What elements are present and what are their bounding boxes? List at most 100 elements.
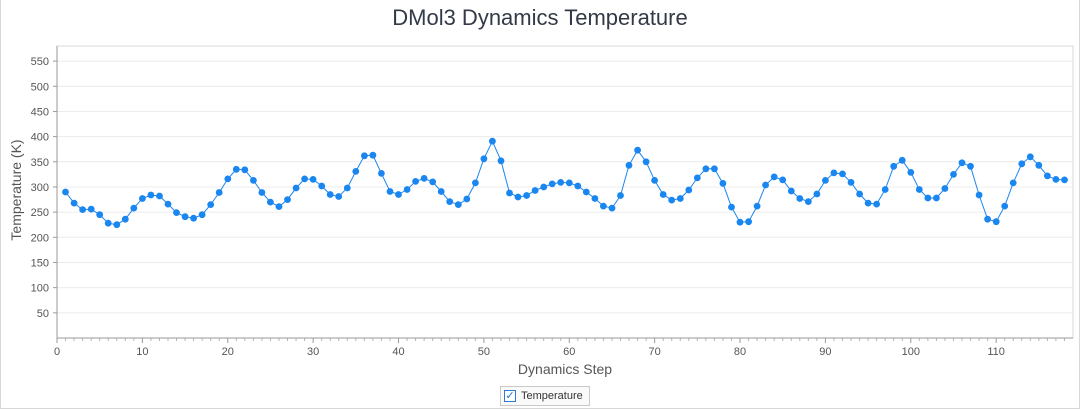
data-point <box>898 156 906 164</box>
y-tick-label: 50 <box>37 308 49 320</box>
data-point <box>147 191 155 199</box>
data-point <box>412 178 419 185</box>
data-point <box>446 198 454 206</box>
data-point <box>540 183 548 191</box>
data-point <box>548 180 556 188</box>
data-point <box>967 162 974 170</box>
data-point <box>574 182 582 190</box>
data-point <box>352 168 360 175</box>
data-point <box>770 173 778 181</box>
data-point <box>378 170 385 177</box>
data-point <box>600 202 607 210</box>
x-tick-label: 80 <box>734 346 746 358</box>
data-point <box>241 166 249 174</box>
data-point <box>839 170 846 178</box>
y-tick-label: 450 <box>31 106 49 118</box>
data-point <box>847 179 855 186</box>
data-point <box>1035 161 1043 169</box>
data-point <box>659 191 667 198</box>
y-tick-label: 300 <box>31 182 49 194</box>
grid-lines <box>57 60 1073 314</box>
data-point <box>386 188 394 195</box>
data-point <box>779 176 787 184</box>
data-point <box>625 161 633 169</box>
x-tick-label: 100 <box>902 346 920 358</box>
data-point <box>958 159 966 167</box>
y-tick-label: 550 <box>31 56 49 68</box>
data-point <box>975 191 983 199</box>
data-point <box>804 198 812 206</box>
data-point <box>856 190 863 198</box>
data-point <box>728 203 735 211</box>
data-point <box>79 206 86 214</box>
y-tick-label: 100 <box>31 283 49 295</box>
data-point <box>96 211 104 219</box>
x-tick-label: 40 <box>392 346 404 358</box>
data-point <box>318 182 326 190</box>
data-point <box>1061 176 1068 184</box>
y-tick-label: 350 <box>31 157 49 169</box>
data-point <box>369 151 377 159</box>
data-point <box>873 200 880 208</box>
y-tick-label: 150 <box>31 257 49 269</box>
y-axis-ticks: 50 100 150 200 250 300 350 400 450 500 550 <box>31 56 57 320</box>
data-point <box>1026 153 1034 161</box>
data-point <box>1044 172 1051 180</box>
data-point <box>326 191 334 198</box>
data-point <box>472 179 479 187</box>
data-point <box>215 189 223 196</box>
data-point <box>130 204 138 212</box>
data-point <box>864 199 872 207</box>
data-point <box>608 204 616 212</box>
data-point <box>361 152 368 160</box>
data-point <box>642 158 650 166</box>
data-point <box>164 200 172 208</box>
data-point <box>565 179 573 187</box>
data-point <box>104 219 112 227</box>
data-point <box>506 189 513 197</box>
data-point <box>335 193 343 200</box>
data-point <box>250 177 257 184</box>
data-point <box>890 162 898 170</box>
data-point <box>87 205 95 213</box>
data-point <box>463 195 471 203</box>
data-point <box>480 155 488 163</box>
x-tick-label: 90 <box>819 346 831 358</box>
data-point <box>224 175 232 183</box>
data-point <box>121 215 129 223</box>
data-point <box>1001 202 1009 210</box>
data-point <box>907 169 915 176</box>
data-point <box>514 193 522 201</box>
chart-title: DMol3 Dynamics Temperature <box>392 5 688 30</box>
data-point <box>693 174 701 182</box>
data-point <box>489 137 496 145</box>
data-point <box>796 195 804 202</box>
data-point <box>1009 179 1017 187</box>
data-point <box>813 190 821 198</box>
y-tick-label: 400 <box>31 132 49 144</box>
series-temperature <box>62 137 1068 229</box>
data-point <box>156 192 163 200</box>
data-point <box>557 179 565 186</box>
data-point <box>523 192 530 199</box>
x-tick-label: 70 <box>649 346 661 358</box>
data-point <box>395 191 402 198</box>
x-tick-label: 50 <box>478 346 490 358</box>
y-tick-label: 200 <box>31 232 49 244</box>
data-point <box>992 218 1000 226</box>
data-point <box>62 188 69 196</box>
data-point <box>232 165 240 173</box>
x-tick-label: 20 <box>222 346 234 358</box>
x-tick-label: 0 <box>54 346 60 358</box>
data-point <box>941 185 949 192</box>
data-point <box>753 202 761 210</box>
data-point <box>617 192 624 199</box>
legend-checkbox[interactable]: ✓ <box>504 390 516 402</box>
data-point <box>762 181 769 189</box>
data-point <box>702 165 710 173</box>
data-point <box>676 195 684 202</box>
data-point <box>454 201 462 209</box>
data-point <box>582 188 590 196</box>
series-line <box>65 140 1065 226</box>
